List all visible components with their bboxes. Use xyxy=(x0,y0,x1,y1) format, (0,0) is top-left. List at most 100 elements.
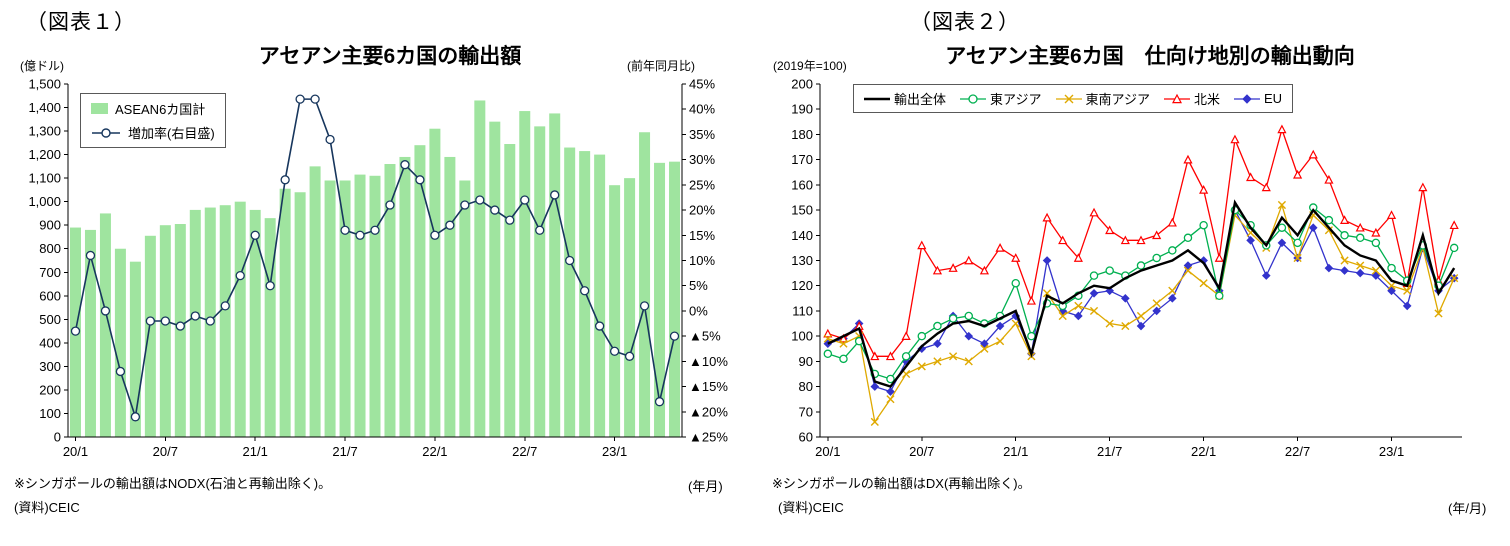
marker-diamond-icon xyxy=(995,321,1005,331)
marker-triangle-icon xyxy=(1386,210,1397,219)
marker-circle-icon xyxy=(1136,261,1146,270)
marker-x-icon xyxy=(917,362,926,371)
marker-circle-icon xyxy=(1324,215,1334,225)
marker-diamond-icon xyxy=(1121,294,1130,303)
series-line-total xyxy=(827,199,1456,388)
export-bar xyxy=(444,156,456,437)
legend-label-north-america: 北米 xyxy=(1193,92,1220,107)
marker-circle-icon xyxy=(948,314,958,323)
y-right-tick-label: ▲5% xyxy=(689,329,721,344)
y-left-tick-label: 1,000 xyxy=(28,194,61,209)
legend-marker-southeast-asia-icon xyxy=(1055,94,1082,103)
marker-diamond-icon xyxy=(1105,286,1114,296)
marker-circle-icon xyxy=(1089,271,1099,280)
x-tick-label: 23/1 xyxy=(602,444,627,459)
marker-diamond-icon xyxy=(1324,263,1334,273)
y-left-tick-label: 1,500 xyxy=(28,77,61,92)
y-right-tick-label: ▲25% xyxy=(689,430,728,445)
marker-circle-icon xyxy=(250,230,260,240)
marker-circle-icon xyxy=(1371,238,1381,248)
marker-x-icon xyxy=(1074,301,1083,310)
marker-circle-icon xyxy=(460,200,470,210)
marker-diamond-icon xyxy=(1074,311,1083,321)
export-bar xyxy=(654,162,666,437)
export-bar xyxy=(264,218,276,437)
x-tick-label: 23/1 xyxy=(1379,444,1404,459)
marker-diamond-icon xyxy=(1089,288,1099,298)
export-bar xyxy=(309,166,321,437)
marker-circle-icon xyxy=(823,349,833,359)
marker-triangle-icon xyxy=(1308,149,1318,159)
marker-circle-icon xyxy=(1293,238,1302,248)
chart1-bars-group xyxy=(69,100,681,438)
marker-x-icon xyxy=(870,417,879,426)
growth-line-swatch-icon xyxy=(92,127,120,138)
marker-circle-icon xyxy=(145,316,156,326)
export-bar xyxy=(459,180,471,437)
marker-circle-icon xyxy=(1011,278,1020,288)
marker-triangle-icon xyxy=(1230,134,1240,144)
asean-bar-swatch xyxy=(91,103,108,114)
marker-diamond-icon xyxy=(1136,321,1146,331)
marker-triangle-icon xyxy=(1089,207,1099,217)
marker-circle-icon xyxy=(385,200,395,210)
y-left-tick-label: 1,200 xyxy=(28,147,61,162)
export-bar xyxy=(249,209,261,437)
marker-x-icon xyxy=(1089,306,1099,316)
marker-triangle-icon xyxy=(1026,295,1036,305)
chart1-left-axis-unit: (億ドル) xyxy=(20,59,64,73)
series-total xyxy=(827,199,1456,388)
marker-triangle-icon xyxy=(1171,93,1182,103)
series-line-east-asia xyxy=(827,206,1455,380)
marker-circle-icon xyxy=(355,230,365,240)
marker-circle-icon xyxy=(325,134,335,145)
chart2-footnote: ※シンガポールの輸出額はDX(再輸出除く)。 xyxy=(772,476,1031,491)
chart1-title: アセアン主要6カ国の輸出額 xyxy=(258,45,522,68)
export-bar xyxy=(144,235,156,437)
marker-x-icon xyxy=(1324,226,1333,235)
marker-circle-icon xyxy=(490,205,500,215)
export-bar xyxy=(594,154,606,437)
marker-circle-icon xyxy=(933,321,942,331)
marker-circle-icon xyxy=(624,351,635,361)
marker-x-icon xyxy=(1387,281,1396,290)
marker-circle-icon xyxy=(430,230,440,240)
x-tick-label: 21/1 xyxy=(1003,444,1028,459)
marker-circle-icon xyxy=(475,195,485,205)
legend-item-north-america: 北米 xyxy=(1163,89,1220,108)
x-tick-label: 21/7 xyxy=(332,444,357,459)
marker-triangle-icon xyxy=(1277,124,1287,134)
marker-diamond-icon xyxy=(1246,236,1255,245)
export-bar xyxy=(234,201,246,437)
export-bar xyxy=(669,161,681,437)
export-bar xyxy=(189,209,201,437)
x-tick-label: 20/7 xyxy=(153,444,178,459)
legend-label-southeast-asia: 東南アジア xyxy=(1085,92,1150,107)
chart2-source: (資料)CEIC xyxy=(778,500,844,515)
chart1-plot: 0 100 200 300 400 500 600 700 800 900 1,000 1,100 1,… xyxy=(28,77,728,460)
marker-triangle-icon xyxy=(979,265,990,275)
chart2-series-group xyxy=(823,124,1459,426)
export-bar xyxy=(639,132,651,438)
marker-diamond-icon xyxy=(1152,306,1161,316)
y-tick-label: 100 xyxy=(791,329,813,344)
marker-circle-icon xyxy=(115,366,126,377)
marker-triangle-icon xyxy=(1183,154,1193,164)
marker-circle-icon xyxy=(1449,243,1459,253)
chart1-x-axis-unit: (年月) xyxy=(688,479,723,494)
y-tick-label: 120 xyxy=(791,278,813,293)
marker-circle-icon xyxy=(220,301,230,311)
y-left-tick-label: 900 xyxy=(39,218,61,233)
export-bar xyxy=(99,213,111,437)
y-right-tick-label: 5% xyxy=(689,278,708,293)
chart2-axes xyxy=(816,83,1462,441)
marker-x-icon xyxy=(1371,266,1380,275)
marker-triangle-icon xyxy=(1042,212,1052,222)
legend-marker-east-asia-icon xyxy=(960,93,987,104)
marker-circle-icon xyxy=(901,352,911,361)
y-left-tick-label: 1,100 xyxy=(28,171,61,186)
export-bar xyxy=(399,156,411,437)
series-southeast-asia xyxy=(823,200,1459,426)
y-tick-label: 180 xyxy=(791,127,813,142)
figure2-label: （図表２） xyxy=(910,11,1020,34)
